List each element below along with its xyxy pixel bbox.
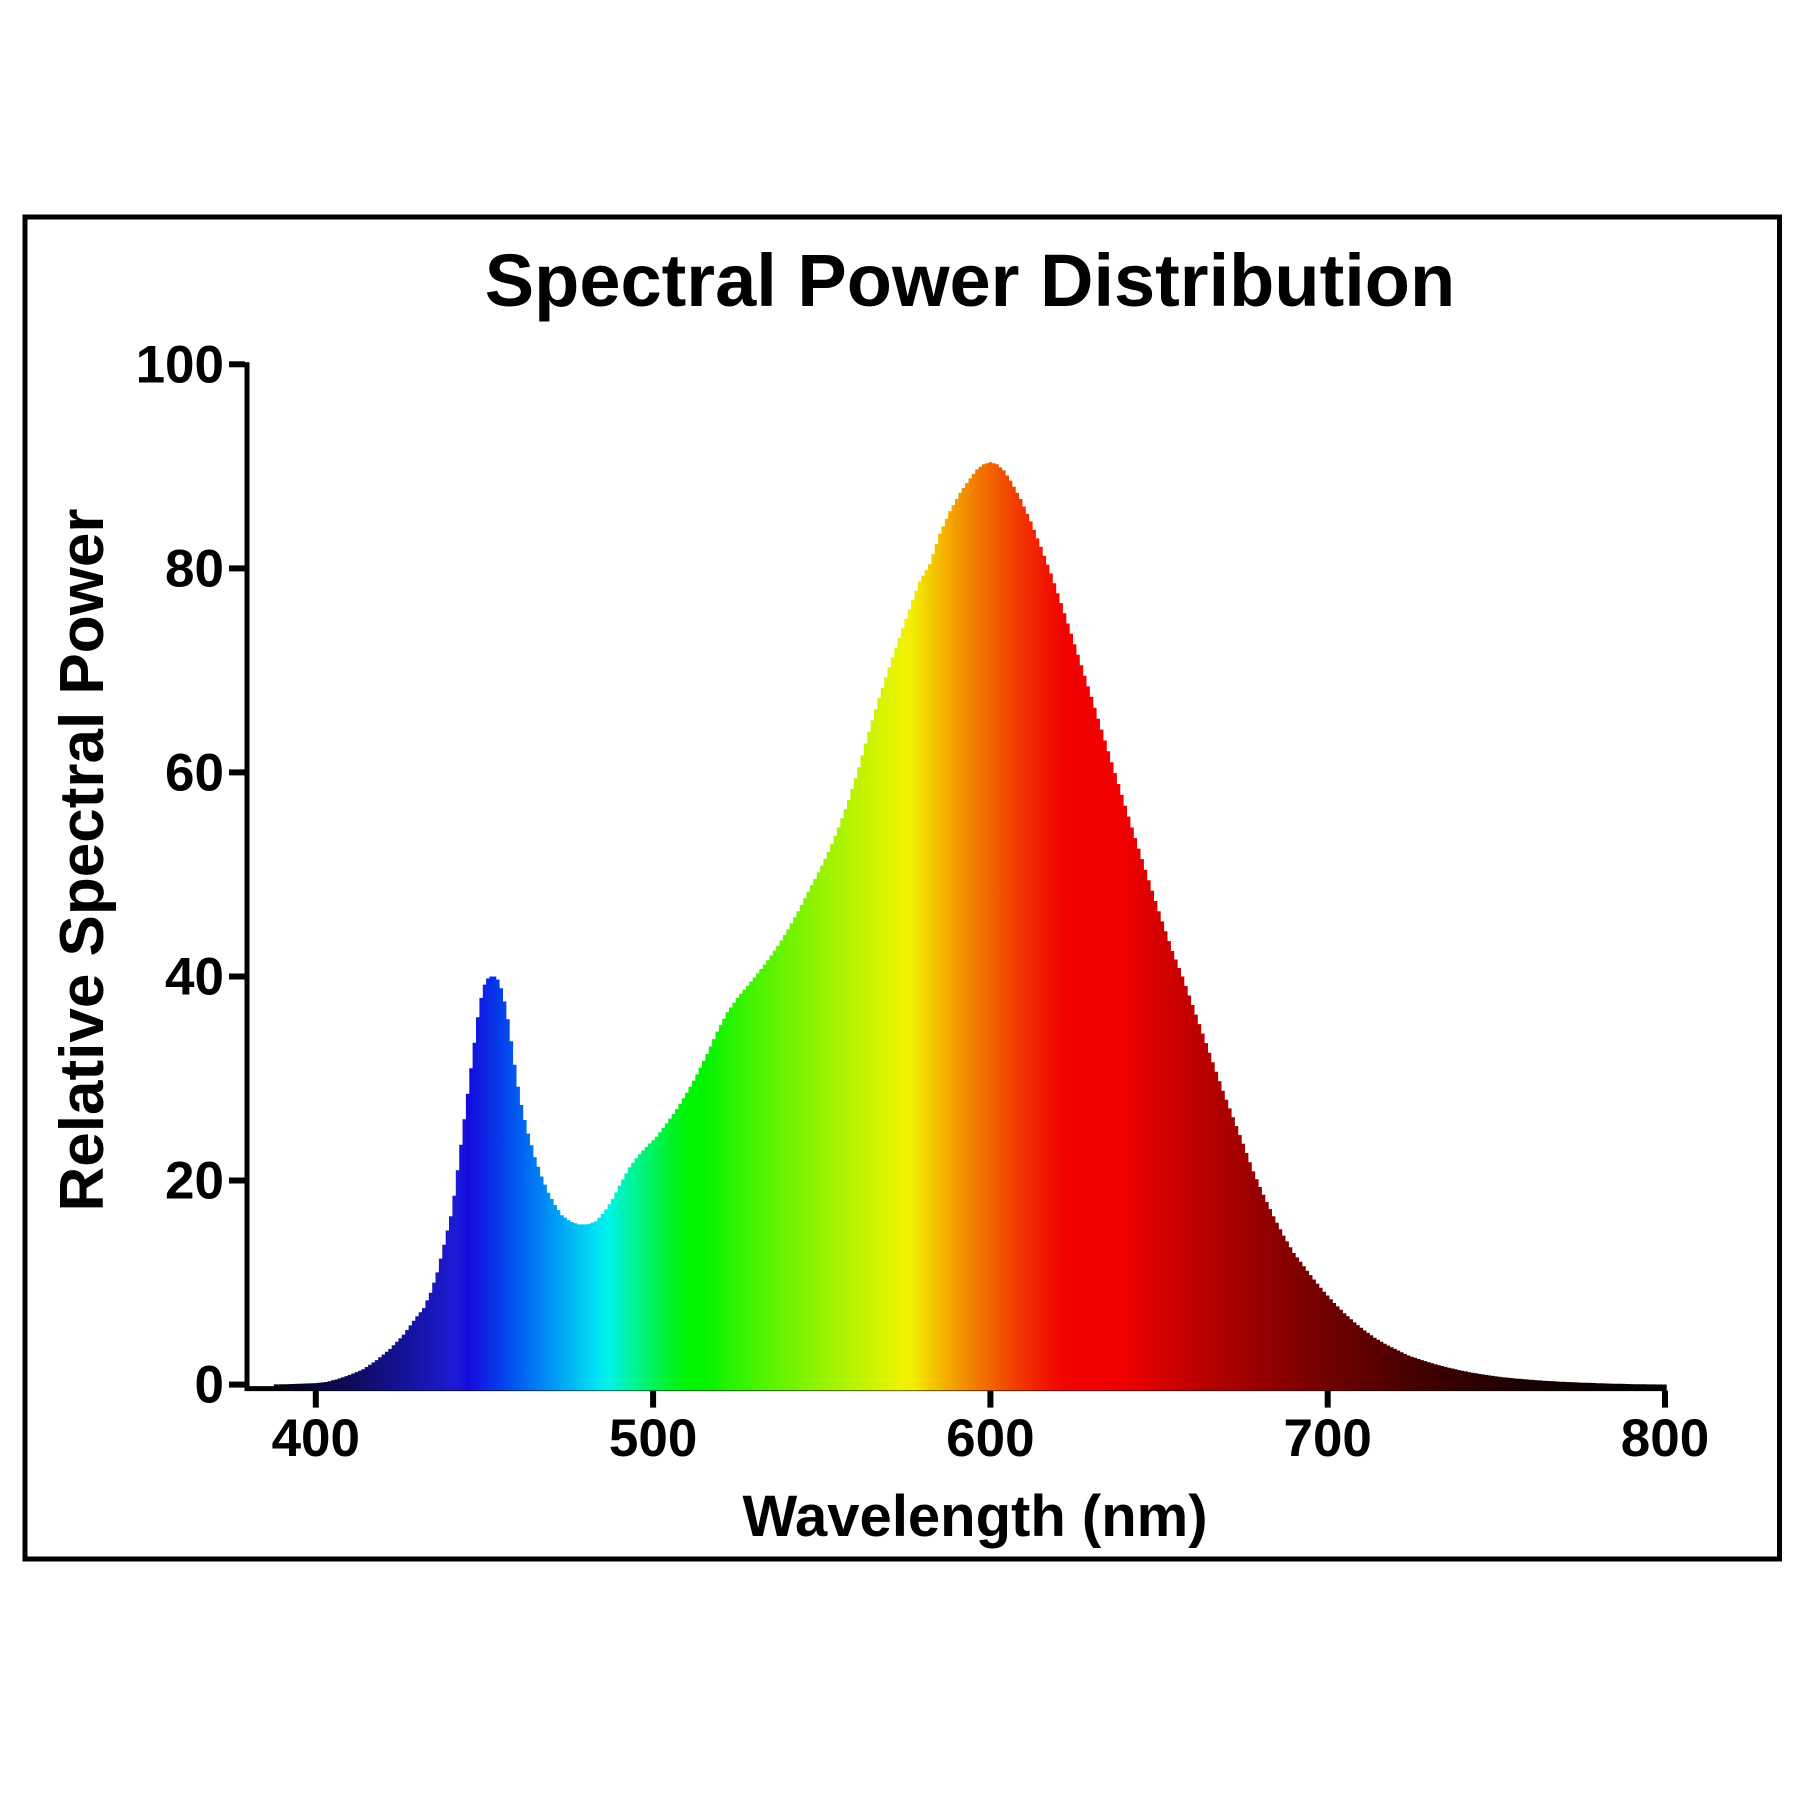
svg-text:Wavelength (nm): Wavelength (nm) bbox=[742, 1484, 1207, 1549]
svg-text:400: 400 bbox=[272, 1409, 360, 1468]
svg-text:500: 500 bbox=[609, 1409, 697, 1468]
svg-text:Spectral Power Distribution: Spectral Power Distribution bbox=[485, 239, 1455, 322]
svg-text:700: 700 bbox=[1283, 1409, 1371, 1468]
svg-text:800: 800 bbox=[1621, 1409, 1709, 1468]
svg-text:20: 20 bbox=[165, 1152, 224, 1211]
svg-text:Relative Spectral Power: Relative Spectral Power bbox=[48, 509, 117, 1212]
svg-text:100: 100 bbox=[136, 335, 224, 394]
svg-text:60: 60 bbox=[165, 743, 224, 802]
svg-text:80: 80 bbox=[165, 539, 224, 598]
svg-text:40: 40 bbox=[165, 948, 224, 1007]
svg-text:600: 600 bbox=[946, 1409, 1034, 1468]
svg-text:0: 0 bbox=[195, 1356, 224, 1415]
